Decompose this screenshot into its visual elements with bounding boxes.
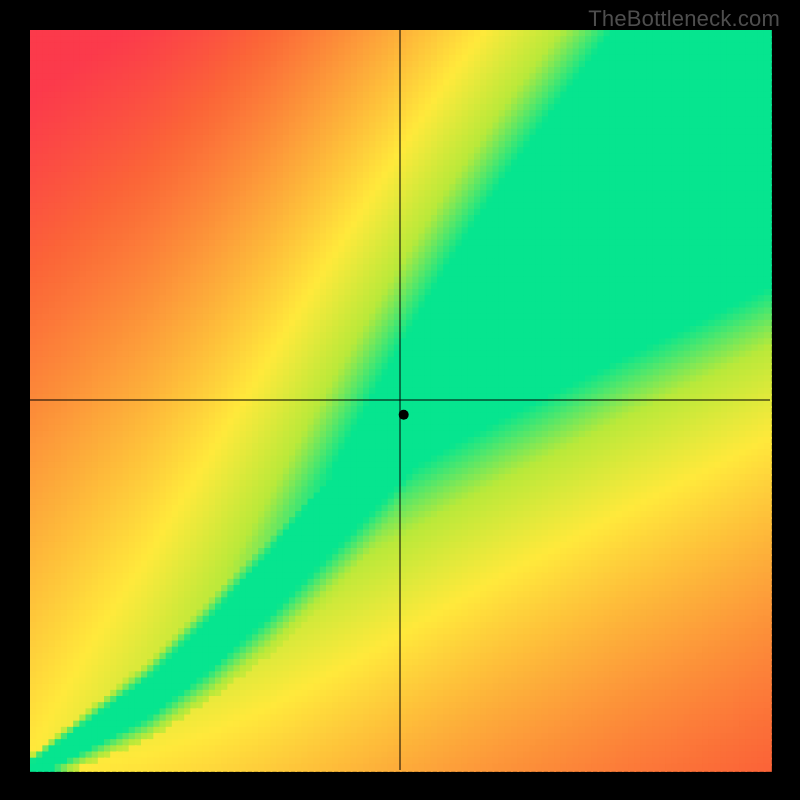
heatmap-canvas bbox=[0, 0, 800, 800]
chart-container: TheBottleneck.com bbox=[0, 0, 800, 800]
watermark-label: TheBottleneck.com bbox=[588, 6, 780, 32]
